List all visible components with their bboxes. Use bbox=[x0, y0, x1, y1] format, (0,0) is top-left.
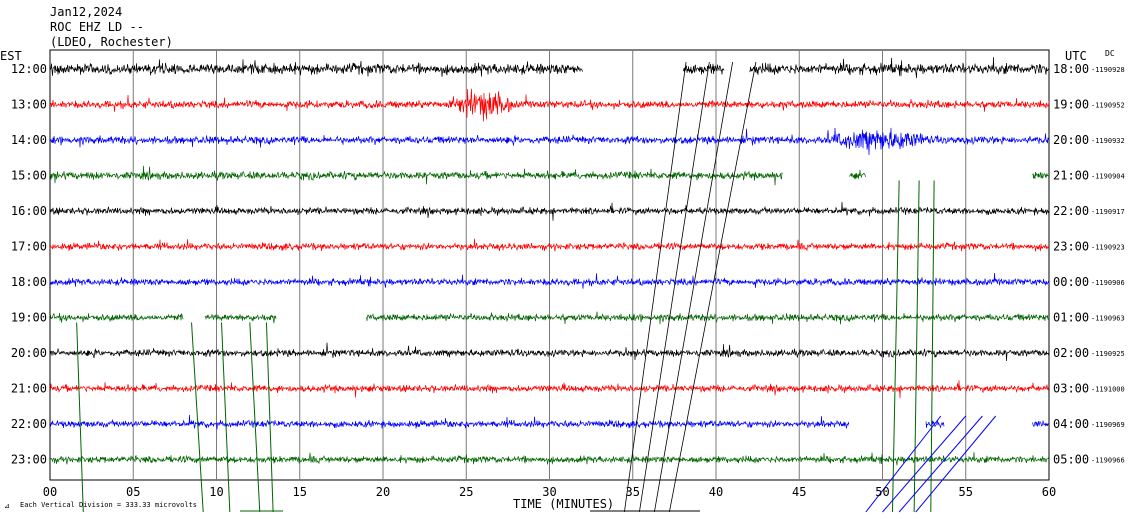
utc-label-0: 18:00 bbox=[1053, 62, 1089, 76]
utc-label-2: 20:00 bbox=[1053, 133, 1089, 147]
slant-line-black-1 bbox=[639, 61, 710, 513]
est-label-11: 23:00 bbox=[11, 453, 47, 467]
est-label-1: 13:00 bbox=[11, 98, 47, 112]
trace-15:00 bbox=[49, 165, 1050, 186]
dc-value-9: -1191000 bbox=[1091, 386, 1125, 394]
est-label-3: 15:00 bbox=[11, 169, 47, 183]
x-tick-35: 35 bbox=[626, 485, 640, 499]
x-tick-55: 55 bbox=[959, 485, 973, 499]
trace-13:00 bbox=[49, 88, 1050, 122]
est-label-4: 16:00 bbox=[11, 204, 47, 218]
dc-label: DC bbox=[1105, 49, 1115, 58]
utc-label-9: 03:00 bbox=[1053, 382, 1089, 396]
vertical-glitch-3 bbox=[249, 322, 261, 513]
slant-line-black-0 bbox=[624, 61, 687, 513]
utc-label-11: 05:00 bbox=[1053, 453, 1089, 467]
slant-line-blue-3 bbox=[915, 415, 997, 513]
trace-19:00 bbox=[49, 311, 1050, 325]
vertical-gridlines bbox=[132, 50, 967, 480]
vertical-green-0 bbox=[891, 180, 900, 513]
est-label-5: 17:00 bbox=[11, 240, 47, 254]
vertical-green-2 bbox=[930, 180, 935, 513]
slant-line-blue-1 bbox=[882, 415, 967, 513]
trace-21:00 bbox=[49, 380, 1050, 399]
dc-value-1: -1190952 bbox=[1091, 102, 1125, 110]
x-tick-40: 40 bbox=[709, 485, 723, 499]
dc-value-4: -1190917 bbox=[1091, 208, 1125, 216]
vertical-glitch-0 bbox=[76, 322, 84, 513]
dc-value-10: -1190969 bbox=[1091, 421, 1125, 429]
trace-16:00 bbox=[49, 201, 1050, 221]
x-tick-00: 00 bbox=[43, 485, 57, 499]
header-date: Jan12,2024 bbox=[50, 5, 122, 19]
dc-value-3: -1190904 bbox=[1091, 173, 1125, 181]
dc-value-6: -1190906 bbox=[1091, 279, 1125, 287]
header-network: (LDEO, Rochester) bbox=[50, 35, 173, 49]
trace-22:00 bbox=[49, 414, 1050, 430]
utc-hour-labels: 18:00 -1190928 19:00 -1190952 20:00 -1190932 2… bbox=[1053, 62, 1125, 467]
utc-label-8: 02:00 bbox=[1053, 346, 1089, 360]
x-tick-20: 20 bbox=[376, 485, 390, 499]
trace-23:00 bbox=[49, 452, 1050, 466]
trace-12:00 bbox=[49, 57, 1050, 79]
utc-label-6: 00:00 bbox=[1053, 275, 1089, 289]
est-hour-labels: 12:00 13:00 14:00 15:00 16:00 17:00 18:00 19:00… bbox=[11, 62, 47, 467]
vertical-glitch-1 bbox=[191, 322, 204, 513]
calibration-slant-lines bbox=[76, 61, 997, 513]
trace-17:00 bbox=[49, 238, 1050, 252]
utc-label-1: 19:00 bbox=[1053, 98, 1089, 112]
right-axis-title: UTC bbox=[1065, 49, 1087, 63]
est-label-7: 19:00 bbox=[11, 311, 47, 325]
x-tick-25: 25 bbox=[459, 485, 473, 499]
x-axis-title: TIME (MINUTES) bbox=[513, 497, 614, 511]
utc-label-5: 23:00 bbox=[1053, 240, 1089, 254]
dc-value-2: -1190932 bbox=[1091, 137, 1125, 145]
est-label-8: 20:00 bbox=[11, 346, 47, 360]
est-label-2: 14:00 bbox=[11, 133, 47, 147]
trace-18:00 bbox=[49, 272, 1050, 289]
utc-label-3: 21:00 bbox=[1053, 169, 1089, 183]
slant-line-blue-0 bbox=[865, 415, 942, 513]
utc-label-10: 04:00 bbox=[1053, 417, 1089, 431]
scale-mark: ⊿ bbox=[4, 502, 10, 510]
dc-value-11: -1190966 bbox=[1091, 457, 1125, 465]
dc-value-0: -1190928 bbox=[1091, 66, 1125, 74]
utc-label-7: 01:00 bbox=[1053, 311, 1089, 325]
slant-line-black-3 bbox=[668, 61, 757, 513]
scale-note: Each Vertical Division = 333.33 microvol… bbox=[20, 501, 197, 509]
vertical-glitch-2 bbox=[220, 322, 231, 513]
x-tick-30: 30 bbox=[542, 485, 556, 499]
slant-line-black-2 bbox=[654, 61, 734, 513]
dc-value-7: -1190963 bbox=[1091, 315, 1125, 323]
est-label-6: 18:00 bbox=[11, 275, 47, 289]
est-label-10: 22:00 bbox=[11, 417, 47, 431]
x-tick-60: 60 bbox=[1042, 485, 1056, 499]
x-tick-45: 45 bbox=[792, 485, 806, 499]
header-station: ROC EHZ LD -- bbox=[50, 20, 144, 34]
slant-line-blue-2 bbox=[898, 415, 983, 513]
seismic-traces bbox=[49, 57, 1050, 466]
x-tick-15: 15 bbox=[293, 485, 307, 499]
vertical-green-1 bbox=[913, 180, 920, 513]
x-tick-05: 05 bbox=[126, 485, 140, 499]
utc-label-4: 22:00 bbox=[1053, 204, 1089, 218]
trace-14:00 bbox=[49, 127, 1050, 156]
vertical-glitch-4 bbox=[265, 322, 274, 513]
est-label-9: 21:00 bbox=[11, 382, 47, 396]
left-axis-title: EST bbox=[0, 49, 22, 63]
dc-value-8: -1190925 bbox=[1091, 350, 1125, 358]
trace-20:00 bbox=[49, 342, 1050, 362]
x-tick-labels: 00 05 10 15 20 25 30 35 40 45 50 55 60 bbox=[43, 485, 1056, 499]
x-tick-50: 50 bbox=[875, 485, 889, 499]
dc-value-5: -1190923 bbox=[1091, 244, 1125, 252]
x-tick-10: 10 bbox=[209, 485, 223, 499]
est-label-0: 12:00 bbox=[11, 62, 47, 76]
